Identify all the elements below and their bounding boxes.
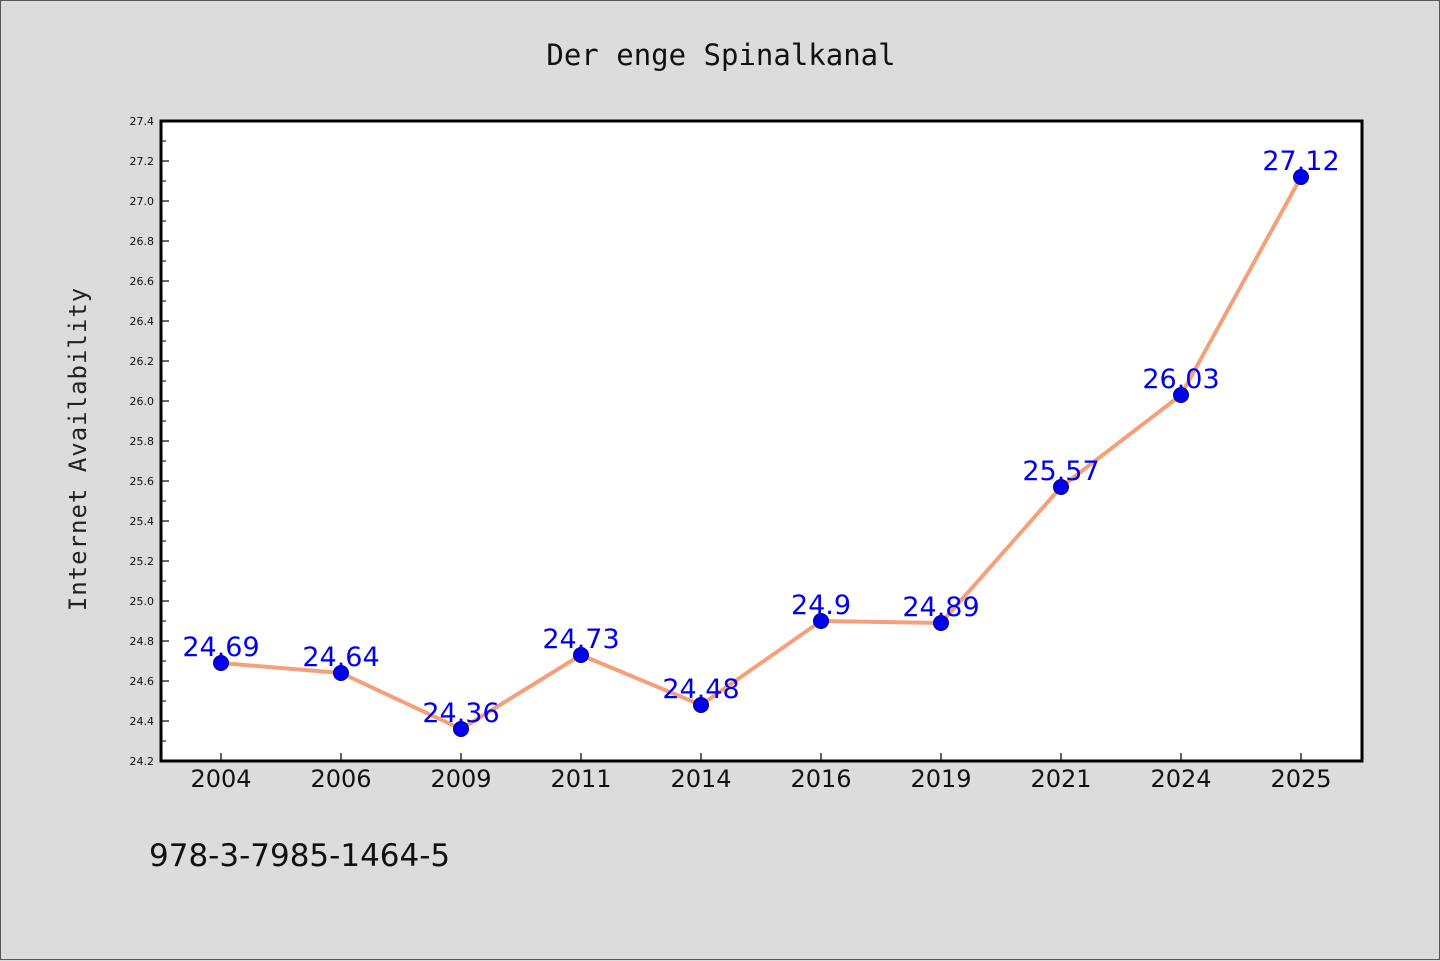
chart-title: Der enge Spinalkanal (546, 38, 895, 72)
data-label: 26.03 (1142, 364, 1219, 395)
data-point (573, 647, 589, 663)
plot-area (159, 119, 1364, 763)
y-tick-label: 26.4 (130, 315, 155, 328)
y-tick-label: 25.0 (130, 595, 155, 608)
data-labels: 24.69 24.64 24.36 24.73 24.48 24.9 24.89 25.57 2… (182, 146, 1339, 729)
x-tick-label: 2014 (670, 765, 731, 793)
y-tick-label: 25.6 (130, 475, 155, 488)
x-tick-label: 2016 (790, 765, 851, 793)
data-label: 24.9 (791, 590, 851, 621)
isbn-footer: 978-3-7985-1464-5 (149, 838, 450, 874)
y-tick-label: 24.6 (130, 675, 155, 688)
data-label: 24.36 (422, 698, 499, 729)
y-tick-label: 26.8 (130, 235, 155, 248)
x-tick-label: 2006 (310, 765, 371, 793)
data-label: 24.89 (902, 592, 979, 623)
data-label: 24.73 (542, 624, 619, 655)
series-line (219, 175, 1303, 731)
data-label: 27.12 (1262, 146, 1339, 177)
data-point (213, 655, 229, 671)
y-tick-label: 25.8 (130, 435, 155, 448)
data-point (453, 721, 469, 737)
y-tick-label: 27.0 (130, 195, 155, 208)
data-point (1293, 169, 1309, 185)
x-tick-label: 2025 (1270, 765, 1331, 793)
y-tick-label: 26.6 (130, 275, 155, 288)
data-point (1173, 387, 1189, 403)
y-tick-label: 26.2 (130, 355, 155, 368)
y-tick-label: 26.0 (130, 395, 155, 408)
data-label: 24.64 (302, 642, 379, 673)
data-label: 24.69 (182, 632, 259, 663)
y-tick-label: 25.2 (130, 555, 155, 568)
x-tick-label: 2024 (1150, 765, 1211, 793)
data-label: 25.57 (1022, 456, 1099, 487)
y-tick-label: 24.4 (130, 715, 155, 728)
data-point (933, 615, 949, 631)
y-tick-label: 24.8 (130, 635, 155, 648)
y-axis-ticks: 24.2 24.4 24.6 24.8 25.0 25.2 25.4 25.6 25.8 26.0… (130, 115, 169, 768)
data-point (333, 665, 349, 681)
y-tick-label: 24.2 (130, 755, 155, 768)
data-label: 24.48 (662, 674, 739, 705)
x-tick-label: 2021 (1030, 765, 1091, 793)
x-tick-label: 2009 (430, 765, 491, 793)
x-tick-label: 2011 (550, 765, 611, 793)
y-tick-label: 25.4 (130, 515, 155, 528)
data-point (693, 697, 709, 713)
x-axis-ticks: 2004 2006 2009 2011 2014 2016 2019 2021 2024 2025 (190, 753, 1332, 793)
y-axis-label: Internet Availability (64, 287, 92, 611)
y-tick-label: 27.2 (130, 155, 155, 168)
data-markers (213, 169, 1309, 737)
x-tick-label: 2019 (910, 765, 971, 793)
data-point (1053, 479, 1069, 495)
x-tick-label: 2004 (190, 765, 251, 793)
data-point (813, 613, 829, 629)
y-tick-label: 27.4 (130, 115, 155, 128)
